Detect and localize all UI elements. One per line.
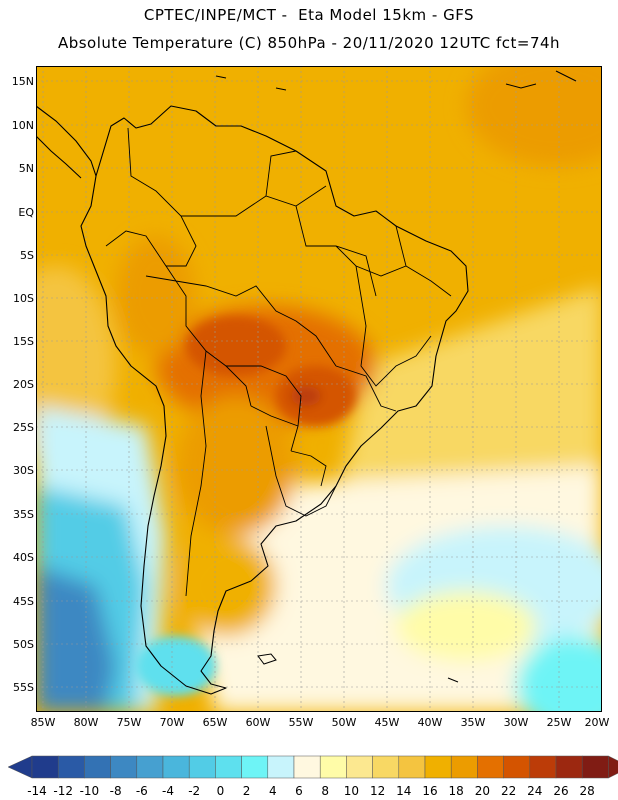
central-america-coastline	[36, 105, 97, 179]
lon-label: 40W	[417, 716, 443, 729]
colorbar-labels: -14 -12 -10 -8 -6 -4 -2 0 2 4 6 8 10 12 14 16 18 20 22 24 26…	[27, 784, 595, 798]
lon-label: 55W	[288, 716, 314, 729]
temp-zone-south-yellow	[396, 591, 536, 661]
colorbar-swatch	[136, 755, 164, 779]
colorbar-swatch	[398, 755, 426, 779]
colorbar-swatch	[450, 755, 478, 779]
temp-zone-atlantic-yellow	[336, 286, 602, 506]
colorbar-label: -10	[80, 784, 100, 798]
lon-label: 50W	[331, 716, 357, 729]
colorbar-label: -12	[53, 784, 73, 798]
lon-label: 45W	[374, 716, 400, 729]
falkland-islands	[257, 653, 277, 665]
colorbar-swatch	[293, 755, 321, 779]
colorbar-swatch	[241, 755, 269, 779]
lat-label: EQ	[18, 206, 34, 219]
lat-label: 35S	[13, 508, 34, 521]
colorbar-swatch	[188, 755, 216, 779]
lat-label: 55S	[13, 681, 34, 694]
lat-label: 5S	[20, 249, 34, 262]
temp-zone-ne-ocean	[466, 66, 602, 166]
colorbar-arrow-min	[7, 755, 33, 779]
temp-south-coast-cyan	[136, 636, 216, 696]
map-title-line1: CPTEC/INPE/MCT - Eta Model 15km - GFS	[143, 6, 475, 24]
lon-label: 85W	[30, 716, 56, 729]
colorbar-label: 22	[501, 784, 516, 798]
lat-label: 20S	[13, 378, 34, 391]
colorbar-label: 6	[295, 784, 303, 798]
lon-label: 35W	[460, 716, 486, 729]
colorbar-label: -14	[27, 784, 47, 798]
colorbar-swatch	[84, 755, 111, 779]
colorbar-label: 8	[321, 784, 329, 798]
lon-label: 70W	[159, 716, 185, 729]
colorbar-swatch	[372, 755, 400, 779]
colorbar-label: -8	[110, 784, 122, 798]
colorbar-label: 20	[475, 784, 490, 798]
colorbar-arrow-max	[608, 755, 618, 779]
temp-zone-se-cyan	[516, 636, 602, 712]
lat-label: 45S	[13, 595, 34, 608]
colorbar-swatch	[503, 755, 531, 779]
colorbar-swatch	[110, 755, 138, 779]
lon-label: 25W	[546, 716, 572, 729]
lat-label: 50S	[13, 638, 34, 651]
lon-label: 20W	[584, 716, 610, 729]
lon-label: 30W	[503, 716, 529, 729]
temp-zone-andes-north	[116, 236, 196, 356]
colorbar-label: 28	[580, 784, 595, 798]
lat-label: 25S	[13, 421, 34, 434]
lon-label: 80W	[73, 716, 99, 729]
colorbar-label: 10	[344, 784, 359, 798]
lat-label: 15S	[13, 335, 34, 348]
temperature-colorbar: -14 -12 -10 -8 -6 -4 -2 0 2 4 6 8 10 12 14 16 18 20 22 24 26…	[7, 755, 618, 798]
south-georgia	[447, 677, 459, 683]
colorbar-label: 26	[553, 784, 568, 798]
colorbar-swatch	[267, 755, 295, 779]
colorbar-swatch	[57, 755, 85, 779]
lat-label: 40S	[13, 551, 34, 564]
country-borders	[105, 127, 452, 597]
colorbar-swatches	[7, 755, 618, 779]
colorbar-swatch	[31, 755, 59, 779]
lon-label: 75W	[116, 716, 142, 729]
temp-core-1	[186, 316, 286, 376]
temp-zone-sw-blue	[36, 566, 116, 712]
caribbean-islands	[215, 70, 577, 91]
colorbar-label: 24	[527, 784, 542, 798]
colorbar-swatch	[529, 755, 557, 779]
colorbar-label: 18	[449, 784, 464, 798]
temperature-map	[36, 66, 602, 712]
colorbar-label: 0	[217, 784, 225, 798]
colorbar-swatch	[346, 755, 373, 779]
colorbar-label: 4	[269, 784, 277, 798]
temp-zone-chaco	[176, 396, 296, 536]
colorbar-swatch	[162, 755, 190, 779]
lat-label: 30S	[13, 464, 34, 477]
colorbar-swatch	[555, 755, 583, 779]
lat-label: 10S	[13, 292, 34, 305]
map-title-line2: Absolute Temperature (C) 850hPa - 20/11/…	[57, 34, 561, 52]
colorbar-swatch	[319, 755, 347, 779]
colorbar-label: -6	[136, 784, 148, 798]
colorbar-label: 12	[370, 784, 385, 798]
temp-zone-patagonia	[176, 536, 276, 636]
lon-label: 60W	[245, 716, 271, 729]
lon-label: 65W	[202, 716, 228, 729]
lat-label: 10N	[11, 119, 34, 132]
temp-core-3	[291, 386, 321, 406]
colorbar-label: 16	[422, 784, 437, 798]
graticule	[36, 66, 602, 712]
colorbar-swatch	[424, 755, 452, 779]
colorbar-swatch	[477, 755, 504, 779]
south-america-coastline	[80, 105, 469, 695]
colorbar-label: 2	[243, 784, 251, 798]
lat-label: 5N	[18, 162, 34, 175]
colorbar-label: -2	[188, 784, 200, 798]
colorbar-label: -4	[162, 784, 174, 798]
colorbar-swatch	[215, 755, 242, 779]
colorbar-label: 14	[396, 784, 411, 798]
colorbar-swatch	[581, 755, 609, 779]
lat-label: 15N	[11, 75, 34, 88]
